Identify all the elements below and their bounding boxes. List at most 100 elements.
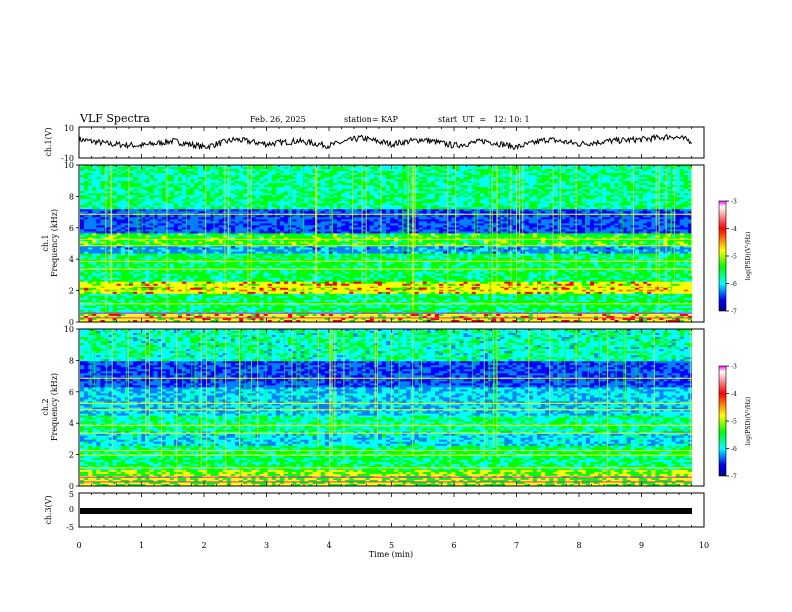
spectrogram-cell [451, 185, 455, 187]
spectrogram-cell [166, 177, 170, 179]
spectrogram-cell [590, 189, 594, 191]
spectrogram-cell [158, 177, 162, 179]
spectrogram-cell [268, 199, 272, 201]
spectrogram-cell [659, 167, 663, 169]
spectrogram-cell [643, 217, 647, 219]
spectrogram-cell [190, 179, 194, 181]
spectrogram-cell [198, 167, 202, 169]
spectrogram-cell [672, 211, 676, 213]
spectrogram-cell [280, 227, 284, 229]
spectrogram-cell [394, 167, 398, 169]
spectrogram-cell [296, 217, 300, 219]
spectrogram-cell [472, 183, 476, 185]
spectrogram-cell [296, 223, 300, 225]
spectrogram-cell [337, 219, 341, 221]
spectrogram-cell [272, 205, 276, 207]
spectrogram-cell [92, 181, 96, 183]
spectrogram-cell [333, 197, 337, 199]
spectrogram-cell [659, 201, 663, 203]
spectrogram-cell [158, 169, 162, 171]
spectrogram-cell [419, 207, 423, 209]
spectrogram-cell [472, 193, 476, 195]
spectrogram-cell [570, 195, 574, 197]
spectrogram-cell [239, 199, 243, 201]
spectrogram-cell [190, 183, 194, 185]
spectrogram-cell [182, 177, 186, 179]
spectrogram-cell [484, 215, 488, 217]
spectrogram-cell [586, 201, 590, 203]
spectrogram-cell [88, 215, 92, 217]
spectrogram-cell [684, 171, 688, 173]
spectrogram-cell [394, 185, 398, 187]
spectrogram-cell [602, 197, 606, 199]
spectrogram-cell [590, 215, 594, 217]
spectrogram-cell [113, 197, 117, 199]
spectrogram-cell [170, 227, 174, 229]
spectrogram-cell [598, 173, 602, 175]
spectrogram-cell [113, 179, 117, 181]
spectrogram-cell [464, 183, 468, 185]
spectrogram-cell [439, 183, 443, 185]
spectrogram-cell [443, 205, 447, 207]
spectrogram-cell [357, 219, 361, 221]
spectrogram-cell [235, 227, 239, 229]
spectrogram-cell [419, 227, 423, 229]
spectrogram-cell [586, 203, 590, 205]
spectrogram-cell [533, 191, 537, 193]
spectrogram-cell [325, 205, 329, 207]
spectrogram-cell [341, 217, 345, 219]
spectrogram-cell [431, 217, 435, 219]
spectrogram-cell [643, 215, 647, 217]
spectrogram-cell [198, 229, 202, 231]
spectrogram-cell [659, 183, 663, 185]
spectrogram-cell [182, 201, 186, 203]
spectrogram-cell [149, 203, 153, 205]
spectrogram-cell [174, 219, 178, 221]
spectrogram-cell [84, 223, 88, 225]
spectrogram-cell [88, 195, 92, 197]
spectrogram-cell [280, 223, 284, 225]
spectrogram-cell [121, 203, 125, 205]
spectrogram-cell [374, 193, 378, 195]
spectrogram-cell [149, 169, 153, 171]
spectrogram-cell [676, 201, 680, 203]
spectrogram-cell [117, 199, 121, 201]
spectrogram-cell [676, 191, 680, 193]
spectrogram-cell [651, 171, 655, 173]
spectrogram-cell [129, 179, 133, 181]
spectrogram-cell [178, 183, 182, 185]
spectrogram-cell [533, 205, 537, 207]
spectrogram-cell [423, 217, 427, 219]
spectrogram-cell [635, 229, 639, 231]
spectrogram-cell [484, 189, 488, 191]
spectrogram-cell [566, 167, 570, 169]
spectrogram-cell [325, 229, 329, 231]
spectrogram-cell [117, 193, 121, 195]
spectrogram-cell [602, 205, 606, 207]
spectrogram-cell [614, 229, 618, 231]
spectrogram-cell [647, 191, 651, 193]
spectrogram-cell [684, 229, 688, 231]
spectrogram-cell [647, 197, 651, 199]
spectrogram-cell [643, 177, 647, 179]
spectrogram-cell [84, 173, 88, 175]
spectrogram-cell [545, 185, 549, 187]
spectrogram-cell [345, 207, 349, 209]
spectrogram-cell [357, 201, 361, 203]
spectrogram-cell [590, 177, 594, 179]
spectrogram-cell [545, 221, 549, 223]
spectrogram-cell [170, 223, 174, 225]
spectrogram-cell [639, 179, 643, 181]
spectrogram-cell [423, 175, 427, 177]
spectrogram-cell [443, 211, 447, 213]
spectrogram-cell [594, 221, 598, 223]
spectrogram-cell [149, 207, 153, 209]
spectrogram-cell [533, 227, 537, 229]
spectrogram-cell [194, 173, 198, 175]
spectrogram-cell [635, 181, 639, 183]
spectrogram-cell [672, 199, 676, 201]
spectrogram-cell [386, 207, 390, 209]
spectrogram-cell [651, 221, 655, 223]
spectrogram-cell [541, 199, 545, 201]
spectrogram-cell [370, 211, 374, 213]
